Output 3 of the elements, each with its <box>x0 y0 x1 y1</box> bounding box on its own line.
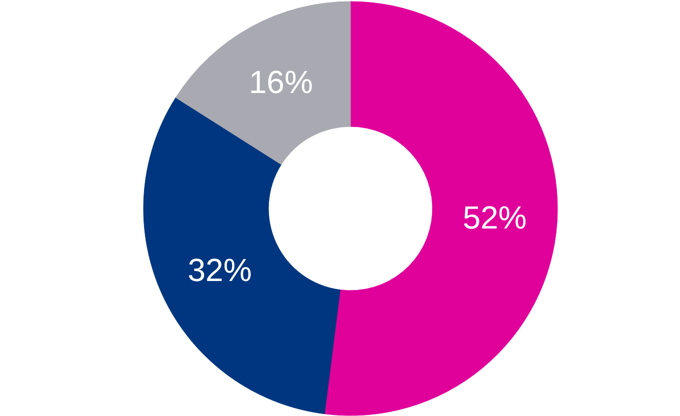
data-label: 32% <box>188 252 252 288</box>
data-label: 52% <box>462 200 527 236</box>
data-label: 16% <box>248 64 313 100</box>
